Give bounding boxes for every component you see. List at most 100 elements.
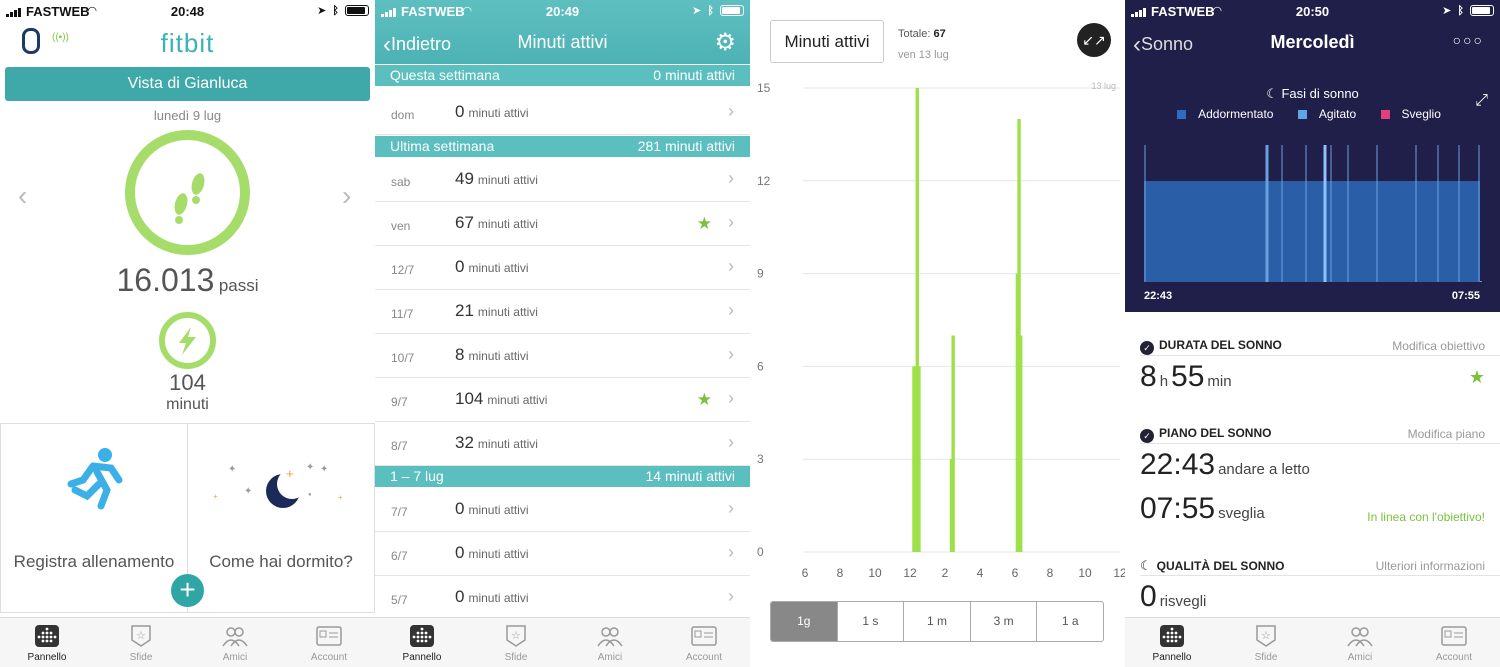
- running-icon: [67, 448, 123, 510]
- tab-amici[interactable]: Amici: [563, 624, 657, 663]
- day-row[interactable]: 10/7 8 minuti attivi ›: [375, 334, 750, 378]
- svg-text:☆: ☆: [511, 630, 521, 642]
- active-minutes: 104 minuti: [0, 370, 375, 414]
- signal-icon: [381, 8, 397, 17]
- y-tick-label: 0: [757, 545, 764, 559]
- svg-text:+: +: [213, 492, 218, 501]
- tab-pannello[interactable]: Pannello: [1125, 624, 1219, 663]
- moon-icon: ☾: [1266, 86, 1282, 101]
- wake-time: 07:55 sveglia: [1140, 492, 1268, 526]
- fitbit-logo: fitbit: [160, 28, 215, 58]
- account-card-icon: [691, 624, 717, 648]
- range-option[interactable]: 1 a: [1036, 602, 1103, 641]
- tab-account[interactable]: Account: [657, 624, 750, 663]
- x-tick-label: 10: [1078, 566, 1092, 580]
- collapse-icon[interactable]: ↙↗: [1077, 23, 1111, 57]
- metric-selector-button[interactable]: Minuti attivi: [770, 20, 884, 63]
- day-row[interactable]: ven 67 minuti attivi ★ ›: [375, 202, 750, 246]
- day-row[interactable]: 8/7 32 minuti attivi ›: [375, 422, 750, 466]
- expand-icon[interactable]: ⤢: [1475, 92, 1488, 109]
- edit-plan-link[interactable]: Modifica piano: [1407, 427, 1485, 441]
- next-day-arrow[interactable]: ›: [342, 180, 352, 211]
- log-exercise-label: Registra allenamento: [13, 552, 175, 571]
- hypnogram-graph: [1144, 145, 1480, 282]
- plan-header: ✓ PIANO DEL SONNO: [1140, 426, 1271, 443]
- y-tick-label: 12: [757, 174, 771, 188]
- tab-pannello[interactable]: Pannello: [0, 624, 94, 663]
- add-button[interactable]: +: [171, 574, 204, 607]
- back-button[interactable]: ‹Sonno: [1133, 31, 1193, 59]
- duration-hours-unit: h: [1159, 373, 1169, 390]
- range-option[interactable]: 1 m: [903, 602, 970, 641]
- bluetooth-icon: ᛒ: [332, 4, 339, 17]
- battery-icon: [345, 5, 369, 16]
- active-minutes-chart: 0 3 6 9 12 15 6 8 10 12 2 4 6 8 10 12 13 lug: [757, 81, 1125, 580]
- active-minutes-ring[interactable]: [159, 312, 216, 369]
- section-total: 14 minuti attivi: [645, 468, 735, 484]
- tab-sfide[interactable]: ☆ Sfide: [94, 624, 188, 663]
- divider: [1140, 443, 1500, 444]
- minutes-unit: minuti attivi: [468, 261, 529, 275]
- more-options-icon[interactable]: ○○○: [1452, 32, 1484, 48]
- day-row[interactable]: 5/7 0 minuti attivi ›: [375, 576, 750, 620]
- day-row[interactable]: 6/7 0 minuti attivi ›: [375, 532, 750, 576]
- wake-value: 07:55: [1140, 492, 1216, 525]
- more-info-link[interactable]: Ulteriori informazioni: [1375, 559, 1485, 573]
- minutes-value: 49 minuti attivi: [455, 169, 538, 189]
- gear-icon[interactable]: ⚙: [714, 29, 736, 56]
- tab-amici[interactable]: Amici: [1313, 624, 1407, 663]
- day-row[interactable]: 7/7 0 minuti attivi ›: [375, 488, 750, 532]
- bluetooth-icon: ᛒ: [707, 4, 714, 17]
- dashboard-grid-icon: [409, 624, 435, 648]
- chevron-right-icon: ›: [728, 300, 734, 320]
- svg-text:✦: ✦: [306, 462, 314, 473]
- tab-amici[interactable]: Amici: [188, 624, 282, 663]
- tab-label: Sfide: [504, 652, 528, 663]
- sleep-hypnogram[interactable]: [1144, 145, 1482, 282]
- range-option[interactable]: 3 m: [969, 602, 1037, 641]
- day-row[interactable]: dom 0 minuti attivi ›: [375, 91, 750, 135]
- svg-text:+: +: [286, 466, 294, 481]
- chevron-right-icon: ›: [728, 542, 734, 562]
- signal-icon: [1131, 8, 1147, 17]
- footprints-icon: [174, 173, 205, 224]
- steps-count: 16.013 passi: [0, 262, 375, 299]
- y-tick-label: 9: [757, 267, 764, 281]
- account-card-icon: [1441, 624, 1467, 648]
- minutes-unit: minuti attivi: [468, 547, 529, 561]
- legend-restless: Agitato: [1297, 107, 1363, 121]
- duration-header: ✓ DURATA DEL SONNO: [1140, 338, 1282, 355]
- sleep-log-tile[interactable]: ✦ ✦ + ✦ ✦ + + ● Come hai dormito?: [187, 423, 375, 613]
- tab-sfide[interactable]: ☆ Sfide: [1219, 624, 1313, 663]
- day-row[interactable]: 12/7 0 minuti attivi ›: [375, 246, 750, 290]
- tab-account[interactable]: Account: [282, 624, 375, 663]
- minutes-value: 0 minuti attivi: [455, 102, 529, 122]
- view-button[interactable]: Vista di Gianluca: [5, 67, 370, 101]
- minutes-value: 0 minuti attivi: [455, 257, 529, 277]
- plan-header-text: PIANO DEL SONNO: [1159, 426, 1272, 440]
- tab-label: Pannello: [27, 652, 67, 663]
- carrier-label: FASTWEB: [1151, 4, 1215, 19]
- dashboard-grid-icon: [1159, 624, 1185, 648]
- log-exercise-tile[interactable]: Registra allenamento: [0, 423, 188, 613]
- divider: [1140, 575, 1500, 576]
- tab-sfide[interactable]: ☆ Sfide: [469, 624, 563, 663]
- section-header: Ultima settimana 281 minuti attivi: [375, 136, 750, 157]
- clock: 20:50: [1295, 4, 1330, 19]
- back-button[interactable]: ‹Indietro: [383, 31, 451, 59]
- day-row[interactable]: 9/7 104 minuti attivi ★ ›: [375, 378, 750, 422]
- tracker-device-icon[interactable]: [22, 28, 40, 54]
- steps-ring[interactable]: [125, 130, 250, 255]
- awakenings-label: risvegli: [1159, 593, 1207, 610]
- wifi-icon: ◠: [88, 5, 97, 17]
- minutes-unit: minuti attivi: [468, 106, 529, 120]
- day-row[interactable]: sab 49 minuti attivi ›: [375, 158, 750, 202]
- tab-pannello[interactable]: Pannello: [375, 624, 469, 663]
- range-option[interactable]: 1g: [771, 602, 837, 641]
- range-option[interactable]: 1 s: [836, 602, 904, 641]
- day-row[interactable]: 11/7 21 minuti attivi ›: [375, 290, 750, 334]
- prev-day-arrow[interactable]: ‹: [18, 180, 28, 211]
- day-label: 5/7: [391, 593, 408, 607]
- edit-goal-link[interactable]: Modifica obiettivo: [1392, 339, 1485, 353]
- tab-account[interactable]: Account: [1407, 624, 1500, 663]
